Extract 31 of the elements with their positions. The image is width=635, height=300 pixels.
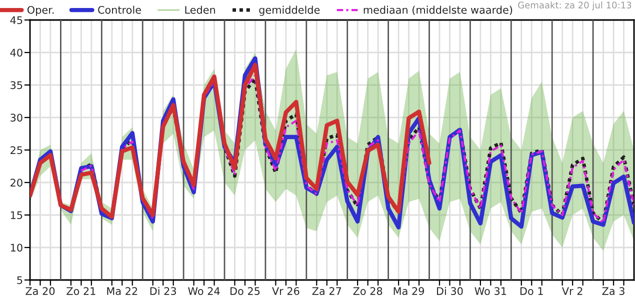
x-tick-label: Do 1 [520, 287, 543, 296]
y-tick-label: 35 [10, 81, 22, 90]
x-tick-label: Ma 22 [107, 287, 138, 296]
y-tick-label: 20 [10, 178, 22, 187]
y-tick-label: 30 [10, 114, 22, 122]
y-tick-label: 40 [10, 48, 22, 57]
x-tick-label: Zo 28 [353, 287, 382, 296]
x-tick-label: Di 23 [150, 286, 176, 296]
x-tick-label: Zo 21 [66, 287, 96, 296]
legend-label: Controle [98, 6, 141, 14]
x-tick-label: Za 27 [312, 287, 342, 296]
x-tick-label: Vr 2 [562, 287, 582, 295]
text: Gemaakt: za 20 jul 10:13 [518, 2, 632, 10]
x-tick-label: Vr 26 [272, 287, 300, 296]
x-tick-label: Di 30 [437, 286, 463, 296]
y-tick-label: 25 [10, 146, 22, 154]
line-series [30, 62, 432, 220]
legend-label: Oper. [27, 6, 54, 16]
y-tick-label: 15 [10, 211, 22, 220]
legend-label: mediaan (middelste waarde) [364, 6, 512, 16]
y-tick-label: 5 [17, 276, 22, 284]
x-tick-label: Wo 24 [188, 287, 220, 296]
x-tick-label: Wo 31 [474, 287, 506, 296]
legend-label: gemiddelde [259, 6, 320, 16]
y-tick-label: 10 [10, 244, 22, 252]
legend-label: Leden [185, 6, 215, 14]
x-tick-label: Ma 29 [394, 287, 424, 296]
x-tick-label: Za 20 [26, 287, 55, 296]
x-tick-label: Do 25 [230, 287, 260, 296]
x-tick-label: Za 3 [602, 287, 624, 296]
y-tick-label: 45 [10, 16, 22, 24]
